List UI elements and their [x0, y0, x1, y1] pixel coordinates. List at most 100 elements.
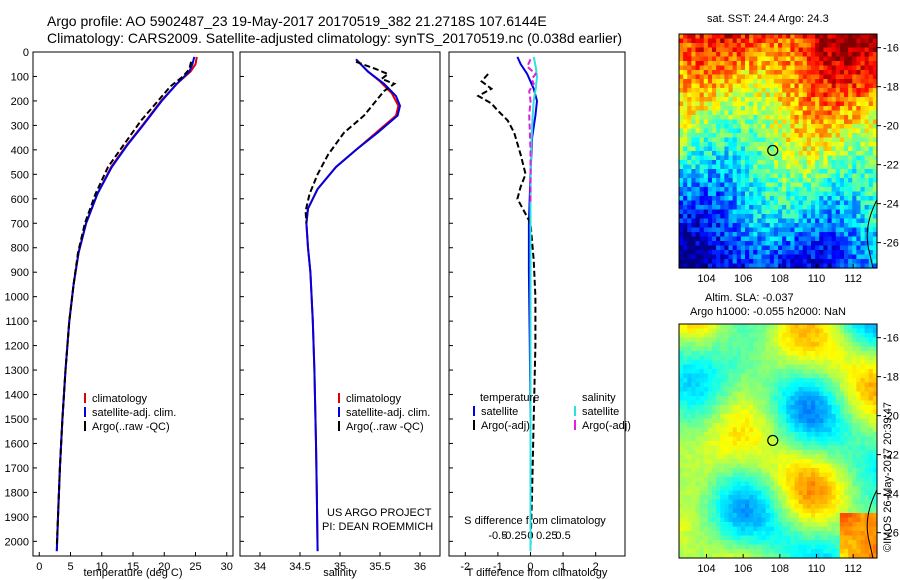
sdiff-tick-label: -0.5 [488, 530, 507, 542]
sla-map-xtick-label: 112 [844, 563, 862, 575]
sst-map-ytick-label: -24 [883, 199, 899, 211]
salinity-panel-frame [239, 51, 441, 557]
sst-map-xtick-label: 108 [771, 273, 789, 285]
sst-map-xtick-label: 110 [808, 273, 826, 285]
sla-map-ytick-label: -16 [883, 333, 899, 345]
tdiff-legend-label: satellite [481, 406, 518, 418]
depth-tick-label: 1600 [5, 438, 29, 450]
sst-map-ytick-label: -18 [883, 82, 899, 94]
temperature-xtick-label: 25 [189, 561, 201, 573]
sst-map-ytick-label: -16 [883, 43, 899, 55]
sdiff-legend-label: Argo(-adj) [582, 420, 631, 432]
sdiff-tick-label: 0.25 [536, 530, 557, 542]
sla-float-marker [767, 434, 779, 447]
sla-map-xtick-label: 110 [808, 563, 826, 575]
sst-map-ytick-label: -20 [883, 121, 899, 133]
sla-map-subtitle: Argo h1000: -0.055 h2000: NaN [690, 306, 846, 318]
depth-tick-label: 1900 [5, 512, 29, 524]
sdiff-legend-title: salinity [582, 392, 616, 404]
temperature-legend-label: climatology [92, 393, 148, 405]
tdiff-xtick-label: 2 [593, 561, 599, 573]
sla-map-frame [678, 323, 878, 559]
pi-annotation: PI: DEAN ROEMMICH [322, 521, 433, 533]
salinity-legend-label: Argo(..raw -QC) [346, 421, 424, 433]
climatology-title: Climatology: CARS2009. Satellite-adjuste… [47, 30, 623, 46]
temperature-xtick-label: 15 [127, 561, 139, 573]
sst-map-ytick-label: -26 [883, 238, 899, 250]
depth-tick-label: 1400 [5, 390, 29, 402]
sla-map-ytick-label: -24 [883, 489, 899, 501]
sla-map-ytick-label: -20 [883, 411, 899, 423]
sst-map-xtick-label: 112 [844, 273, 862, 285]
profile-title: Argo profile: AO 5902487_23 19-May-2017 … [47, 13, 547, 29]
salinity-axis-label: salinity [323, 567, 357, 579]
temperature-xtick-label: 30 [221, 561, 233, 573]
temperature-series-line [55, 56, 198, 552]
depth-tick-label: 1100 [5, 316, 29, 328]
depth-tick-label: 400 [11, 145, 29, 157]
tdiff-xtick-label: 0 [527, 561, 533, 573]
tdiff-xtick-label: 1 [560, 561, 566, 573]
sla-map-ytick-label: -26 [883, 528, 899, 540]
sst-map-frame [678, 33, 878, 269]
salinity-series-line [305, 58, 400, 552]
temperature-panel-frame [32, 51, 234, 557]
salinity-xtick-label: 34.5 [289, 561, 310, 573]
depth-tick-label: 200 [11, 96, 29, 108]
sdiff-legend-label: satellite [582, 406, 619, 418]
temperature-xtick-label: 10 [96, 561, 108, 573]
tdiff-series-line [516, 56, 539, 552]
sla-map-pixels [679, 324, 878, 559]
salinity-xtick-label: 34 [254, 561, 266, 573]
salinity-xtick-label: 36 [414, 561, 426, 573]
temperature-legend-label: satellite-adj. clim. [92, 407, 176, 419]
temperature-series-line [55, 61, 193, 547]
depth-tick-label: 500 [11, 169, 29, 181]
salinity-legend-label: climatology [346, 393, 402, 405]
tdiff-xtick-label: -1 [493, 561, 503, 573]
salinity-xtick-label: 35 [334, 561, 346, 573]
depth-tick-label: 1800 [5, 487, 29, 499]
depth-tick-label: 700 [11, 218, 29, 230]
temperature-axis-label: temperature (deg C) [83, 567, 182, 579]
temperature-xtick-label: 5 [67, 561, 73, 573]
sla-map-coastline [866, 489, 878, 559]
sdiff-tick-label: -0.25 [502, 530, 527, 542]
difference-panel-frame [448, 51, 626, 557]
depth-tick-label: 0 [23, 47, 29, 59]
sdiff-series-line [525, 58, 538, 204]
salinity-series-line [305, 58, 402, 552]
tdiff-xtick-label: -2 [460, 561, 470, 573]
tdiff-axis-label: T difference from climatology [467, 567, 608, 579]
salinity-series-line [304, 60, 397, 224]
depth-tick-label: 600 [11, 194, 29, 206]
depth-tick-label: 800 [11, 243, 29, 255]
tdiff-legend-title: temperature [480, 392, 539, 404]
sla-map-xtick-label: 106 [734, 563, 752, 575]
depth-tick-label: 100 [11, 71, 29, 83]
sst-map-pixels [679, 34, 878, 269]
sla-map-xtick-label: 104 [697, 563, 715, 575]
temperature-xtick-label: 0 [36, 561, 42, 573]
sst-map-xtick-label: 106 [734, 273, 752, 285]
sla-map-ytick-label: -22 [883, 450, 899, 462]
depth-tick-label: 900 [11, 267, 29, 279]
sst-map-coastline [866, 199, 878, 269]
depth-tick-label: 1000 [5, 292, 29, 304]
sst-map-title: sat. SST: 24.4 Argo: 24.3 [707, 13, 829, 25]
depth-tick-label: 2000 [5, 536, 29, 548]
temperature-series-line [55, 56, 196, 552]
sdiff-series-line [529, 56, 539, 552]
sst-map-ytick-label: -22 [883, 160, 899, 172]
sla-map-ytick-label: -18 [883, 372, 899, 384]
project-annotation: US ARGO PROJECT [327, 507, 432, 519]
depth-tick-label: 1300 [5, 365, 29, 377]
sla-map-xtick-label: 108 [771, 563, 789, 575]
temperature-legend-label: Argo(..raw -QC) [92, 421, 170, 433]
depth-tick-label: 1700 [5, 463, 29, 475]
sdiff-tick-label: 0.5 [555, 530, 570, 542]
salinity-legend-label: satellite-adj. clim. [346, 407, 430, 419]
tdiff-series-line [476, 73, 537, 547]
depth-tick-label: 1500 [5, 414, 29, 426]
